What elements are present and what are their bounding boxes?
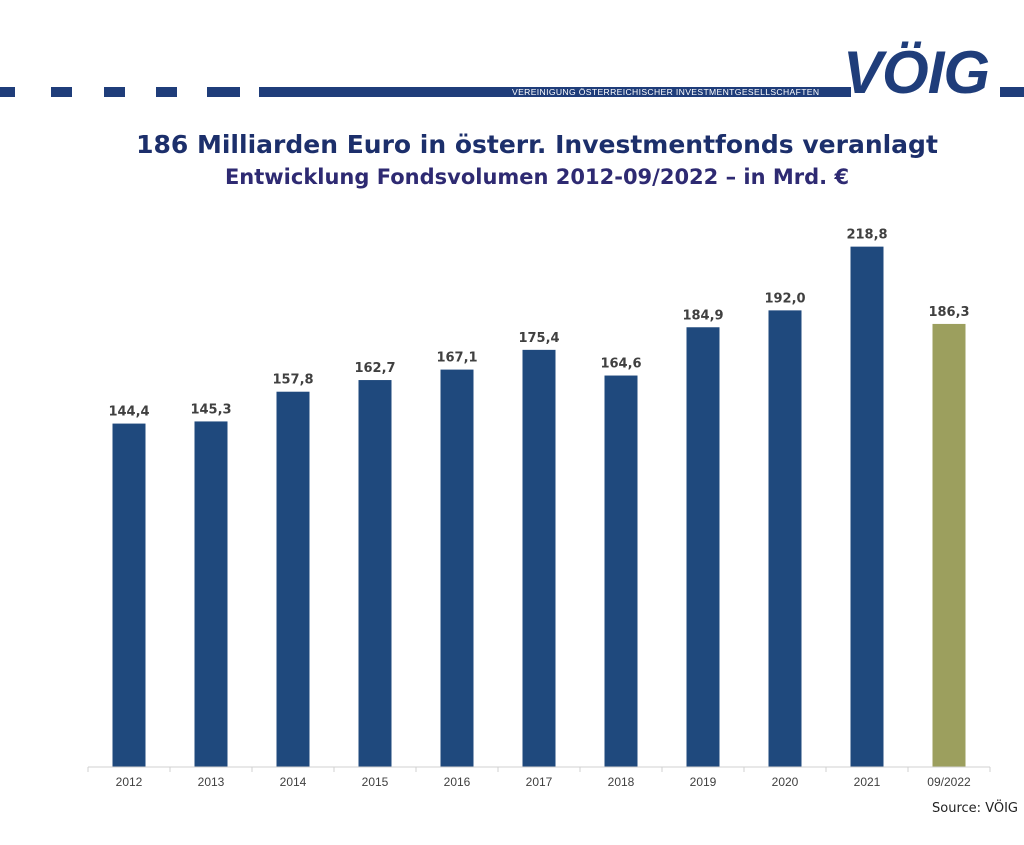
- bar-2017: [522, 349, 556, 767]
- logo-subtitle: VEREINIGUNG ÖSTERREICHISCHER INVESTMENTG…: [512, 87, 820, 97]
- title-block: 186 Milliarden Euro in österr. Investmen…: [0, 128, 1024, 192]
- bar-2015: [358, 380, 392, 767]
- header-dash: [0, 87, 15, 97]
- bar-2019: [686, 327, 720, 767]
- data-labels: 144,4 145,3 157,8 162,7 167,1 175,4 164,6 184,9…: [108, 228, 969, 420]
- x-tick-label: 2017: [526, 775, 553, 789]
- data-label: 175,4: [518, 331, 559, 346]
- x-axis-labels: 2012 2013 2014 2015 2016 2017 2018 2019 2020 2021…: [116, 775, 971, 789]
- x-tick-label: 2021: [854, 775, 881, 789]
- bar-2016: [440, 369, 474, 767]
- header-bar: [0, 87, 1024, 97]
- x-tick-label: 2015: [362, 775, 389, 789]
- header-dash: [104, 87, 125, 97]
- logo: VÖIG: [843, 39, 990, 106]
- data-label: 157,8: [272, 373, 313, 388]
- source-note: Source: VÖIG: [932, 801, 1018, 816]
- x-axis-ticks: [87, 767, 991, 772]
- chart-title: 186 Milliarden Euro in österr. Investmen…: [136, 130, 938, 159]
- chart-subtitle: Entwicklung Fondsvolumen 2012-09/2022 – …: [224, 165, 850, 189]
- bars: [112, 246, 966, 767]
- bar-2021: [850, 246, 884, 767]
- data-label: 186,3: [928, 305, 969, 320]
- bar-2013: [194, 421, 228, 767]
- data-label: 218,8: [846, 228, 887, 243]
- bar-09-2022: [932, 323, 966, 767]
- x-tick-label: 2018: [608, 775, 635, 789]
- data-label: 192,0: [764, 291, 805, 306]
- data-label: 184,9: [682, 308, 723, 323]
- bar-2012: [112, 423, 146, 767]
- bar-2018: [604, 375, 638, 767]
- header-dash: [207, 87, 240, 97]
- x-tick-label: 2012: [116, 775, 143, 789]
- bar-2014: [276, 391, 310, 767]
- header-dash: [156, 87, 177, 97]
- data-label: 144,4: [108, 405, 149, 420]
- x-tick-label: 2019: [690, 775, 717, 789]
- data-label: 167,1: [436, 351, 477, 366]
- x-tick-label: 09/2022: [927, 775, 971, 789]
- bar-2020: [768, 310, 802, 767]
- bar-chart: 144,4 145,3 157,8 162,7 167,1 175,4 164,6 184,9…: [87, 228, 991, 789]
- x-tick-label: 2014: [280, 775, 307, 789]
- x-tick-label: 2013: [198, 775, 225, 789]
- x-tick-label: 2020: [772, 775, 799, 789]
- header-rule-end: [1000, 87, 1024, 97]
- header-rule: [259, 87, 851, 97]
- data-label: 162,7: [354, 361, 395, 376]
- data-label: 164,6: [600, 357, 641, 372]
- x-tick-label: 2016: [444, 775, 471, 789]
- data-label: 145,3: [190, 402, 231, 417]
- header-dash: [51, 87, 72, 97]
